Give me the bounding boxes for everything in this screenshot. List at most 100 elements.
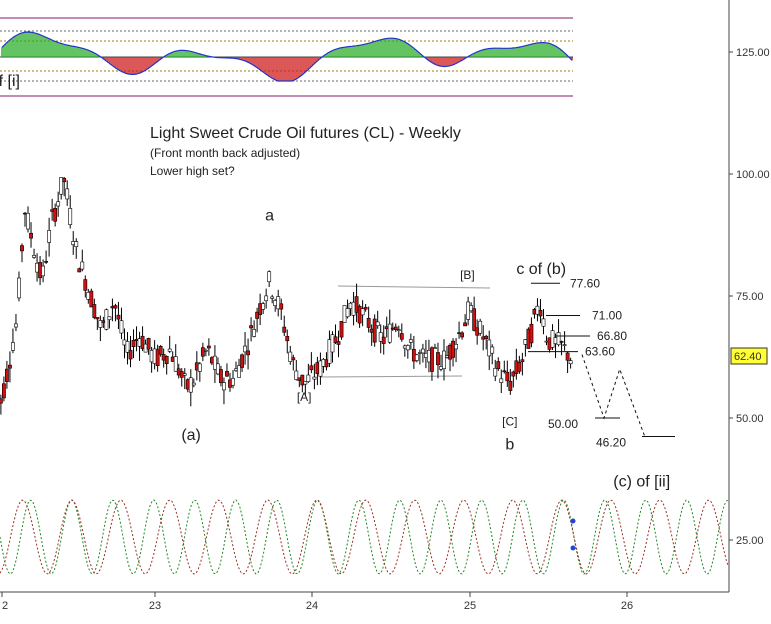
x-axis: 2 23 24 25 26 <box>1 592 633 612</box>
candle-body <box>318 360 323 377</box>
candle-body <box>255 311 260 319</box>
target-levels: 77.60 71.00 66.80 63.60 50.00 46.20 <box>528 276 675 450</box>
candle-body <box>0 398 3 404</box>
candle-body <box>128 349 133 360</box>
wave-label: b <box>505 437 514 454</box>
candle-body <box>484 335 489 340</box>
candle-body <box>436 352 440 366</box>
candle-body <box>463 322 468 327</box>
candle-body <box>197 363 202 372</box>
candle-body <box>249 325 253 329</box>
candle-body <box>381 336 386 344</box>
candle-body <box>460 332 464 338</box>
chart-note: Lower high set? <box>150 164 235 178</box>
candle-body <box>375 321 380 327</box>
chart-title: Light Sweet Crude Oil futures (CL) - Wee… <box>150 125 461 142</box>
candle-body <box>538 310 543 317</box>
candle-body <box>261 303 266 310</box>
candle-body <box>345 308 350 318</box>
candle-body <box>312 376 317 380</box>
candle-body <box>508 380 513 391</box>
candle-body <box>92 304 97 318</box>
candle-body <box>131 340 136 347</box>
candle-body <box>206 345 211 349</box>
target-label: 46.20 <box>596 436 626 450</box>
candle-body <box>493 368 498 377</box>
candle-body <box>288 351 293 362</box>
cycle-marker-lower <box>570 545 576 551</box>
candle-body <box>164 356 169 365</box>
candle-body <box>505 371 510 382</box>
candle-body <box>490 346 495 354</box>
candle-body <box>119 320 124 334</box>
candle-body <box>83 279 88 291</box>
candle-body <box>511 371 516 377</box>
candle-body <box>26 212 30 230</box>
candle-body <box>396 329 401 331</box>
candle-body <box>80 261 85 270</box>
structure-lines <box>319 285 491 378</box>
y-tick-label: 75.00 <box>736 291 764 303</box>
candle-body <box>95 317 100 320</box>
candle-body <box>282 326 287 333</box>
candle-body <box>568 360 573 365</box>
candle-body <box>270 296 275 299</box>
candle-body <box>393 326 398 330</box>
wave-labels: (v) of [i] a (a) [A] [B] c of (b) [C] b (c) of [… <box>0 73 670 490</box>
candle-body <box>41 265 45 277</box>
target-label: 66.80 <box>597 329 627 343</box>
candle-body <box>213 355 217 370</box>
candle-body <box>225 370 229 377</box>
candle-body <box>167 348 172 352</box>
candle-body <box>200 347 205 357</box>
projection-path <box>581 354 646 437</box>
wave-label: (v) of [i] <box>0 73 20 90</box>
candle-body <box>472 308 477 331</box>
candle-body <box>14 323 18 328</box>
candle-body <box>216 363 220 375</box>
y-tick-label: 50.00 <box>736 413 764 425</box>
last-price-label: 62.40 <box>734 351 762 363</box>
candle-body <box>279 303 284 310</box>
candle-body <box>107 316 112 320</box>
candle-body <box>303 381 308 385</box>
candle-body <box>300 374 305 386</box>
x-tick-label: 25 <box>464 600 476 612</box>
cycle-marker-upper <box>570 518 576 524</box>
candle-body <box>264 295 269 302</box>
wave-label: c of (b) <box>516 261 566 278</box>
candle-body <box>478 320 483 334</box>
cycle-wave-brown <box>0 499 729 575</box>
candle-body <box>44 261 49 263</box>
candle-body <box>399 333 404 340</box>
candle-body <box>430 347 434 372</box>
candle-body <box>191 382 196 386</box>
last-price-box <box>730 347 768 365</box>
cycle-panel <box>0 499 729 575</box>
candle-body <box>65 188 70 200</box>
candle-body <box>330 334 335 353</box>
candle-body <box>237 365 241 378</box>
candle-body <box>2 383 6 399</box>
candle-body <box>240 354 244 368</box>
candle-body <box>20 245 24 252</box>
candle-body <box>309 365 314 371</box>
candle-body <box>246 350 250 356</box>
candle-body <box>203 349 208 352</box>
candle-body <box>336 341 341 345</box>
wave-label: [B] <box>460 268 475 282</box>
candle-body <box>562 344 567 346</box>
candle-body <box>267 271 272 283</box>
candle-body <box>146 337 151 350</box>
chart-subtitle: (Front month back adjusted) <box>150 146 300 160</box>
target-label: 77.60 <box>570 276 600 290</box>
candle-body <box>47 230 52 243</box>
candle-body <box>158 346 163 355</box>
candle-body <box>5 368 9 382</box>
candle-body <box>559 341 564 343</box>
candle-body <box>8 364 12 369</box>
candle-body <box>17 277 21 299</box>
target-label: 50.00 <box>548 417 578 431</box>
x-tick-label: 2 <box>2 600 8 612</box>
